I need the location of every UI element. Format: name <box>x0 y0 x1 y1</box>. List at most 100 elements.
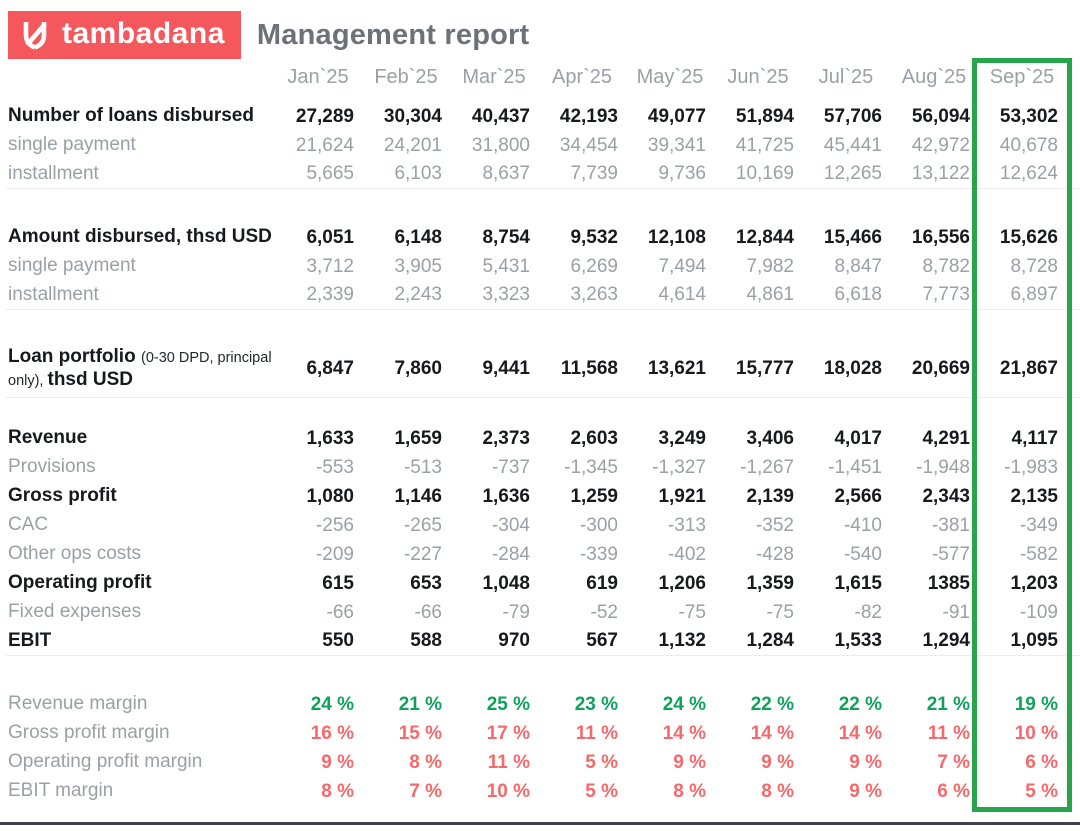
cell-value: 16,556 <box>911 226 970 248</box>
cell-value: 6,051 <box>306 226 354 248</box>
cell-value: 42,972 <box>911 134 970 156</box>
cell-value: 1,048 <box>482 572 530 594</box>
month-header-row: Jan`25 Feb`25 Mar`25 Apr`25 May`25 Jun`25 Jul`… <box>6 62 1080 92</box>
section-2: Loan portfolio (0-30 DPD, principal only… <box>6 340 1080 398</box>
cell-value: 7,773 <box>922 284 970 305</box>
cell-value: 15 % <box>398 722 442 744</box>
cell-value: 3,712 <box>306 255 354 277</box>
cell-value: 40,437 <box>471 105 530 127</box>
cell-value: 9,736 <box>658 163 706 184</box>
cell-value: -737 <box>491 456 530 478</box>
cell-value: 5 % <box>585 751 618 773</box>
cell-value: 7,739 <box>570 163 618 184</box>
cell-value: 21,624 <box>295 134 354 156</box>
cell-value: 15,626 <box>999 226 1058 248</box>
month-header-jan25: Jan`25 <box>287 65 349 88</box>
cell-value: -577 <box>931 543 970 565</box>
cell-value: 56,094 <box>911 105 970 127</box>
cell-value: -410 <box>843 514 882 536</box>
cell-value: 23 % <box>574 693 618 715</box>
cell-value: -1,345 <box>564 456 618 478</box>
page-header: tambadana Management report <box>0 0 1080 62</box>
cell-value: 3,249 <box>658 427 706 449</box>
cell-value: 6,148 <box>394 226 442 248</box>
cell-value: 14 % <box>838 722 882 744</box>
cell-value: 550 <box>322 630 354 651</box>
cell-value: 8 % <box>761 780 794 802</box>
cell-value: 7,860 <box>394 357 442 379</box>
cell-value: 8 % <box>321 780 354 802</box>
cell-value: 57,706 <box>823 105 882 127</box>
cell-value: -66 <box>326 601 354 623</box>
row-label: Other ops costs <box>8 543 142 565</box>
cell-value: 2,373 <box>482 427 530 449</box>
table-row: EBIT margin 8 % 7 % 10 % 5 % 8 % 8 % 9 % 6 % 5 % <box>6 777 1080 806</box>
cell-value: -109 <box>1019 601 1058 623</box>
cell-value: 2,603 <box>570 427 618 449</box>
cell-value: 27,289 <box>295 105 354 127</box>
cell-value: 1,633 <box>306 427 354 449</box>
cell-value: 9 % <box>673 751 706 773</box>
cell-value: -91 <box>942 601 970 623</box>
cell-value: 5,431 <box>482 255 530 277</box>
cell-value: 1,294 <box>922 630 970 651</box>
cell-value: 15,466 <box>823 226 882 248</box>
cell-value: 12,108 <box>647 226 706 248</box>
cell-value: 21 % <box>398 693 442 715</box>
table-row: EBIT 550 588 970 567 1,132 1,284 1,533 1,294 1,09… <box>6 627 1080 656</box>
cell-value: 8 % <box>409 751 442 773</box>
cell-value: 1,095 <box>1010 630 1058 651</box>
cell-value: 16 % <box>310 722 354 744</box>
cell-value: 567 <box>586 630 618 651</box>
bottom-divider <box>0 822 1080 825</box>
month-header-sep25: Sep`25 <box>989 65 1055 88</box>
cell-value: -304 <box>491 514 530 536</box>
cell-value: 4,291 <box>922 427 970 449</box>
section-4: Revenue margin 24 % 21 % 25 % 23 % 24 % 22 % 22… <box>6 690 1080 806</box>
cell-value: 11 % <box>575 722 618 744</box>
cell-value: 24 % <box>310 693 354 715</box>
table-row: single payment 21,624 24,201 31,800 34,454 39… <box>6 131 1080 160</box>
cell-value: 619 <box>586 572 618 594</box>
cell-value: 8,782 <box>922 255 970 277</box>
month-header-jul25: Jul`25 <box>818 65 874 88</box>
cell-value: 653 <box>410 572 442 594</box>
cell-value: 1,659 <box>394 427 442 449</box>
cell-value: 18,028 <box>823 357 882 379</box>
cell-value: 8,728 <box>1010 255 1058 277</box>
cell-value: -284 <box>491 543 530 565</box>
cell-value: 22 % <box>838 693 882 715</box>
row-label: Operating profit <box>8 572 152 594</box>
table-row: Revenue margin 24 % 21 % 25 % 23 % 24 % 22 % 22… <box>6 690 1080 719</box>
cell-value: -256 <box>315 514 354 536</box>
month-header-apr25: Apr`25 <box>551 65 613 88</box>
cell-value: 9,441 <box>482 357 530 379</box>
cell-value: -227 <box>403 543 442 565</box>
cell-value: -402 <box>667 543 706 565</box>
cell-value: 1,615 <box>834 572 882 594</box>
cell-value: -313 <box>667 514 706 536</box>
cell-value: 10 % <box>1014 722 1058 744</box>
cell-value: 12,265 <box>823 163 882 184</box>
table-row: Amount disbursed, thsd USD 6,051 6,148 8,75… <box>6 223 1080 252</box>
cell-value: 14 % <box>662 722 706 744</box>
table-row: Operating profit margin 9 % 8 % 11 % 5 % 9 % 9… <box>6 748 1080 777</box>
cell-value: -79 <box>502 601 530 623</box>
cell-value: 1,146 <box>394 485 442 507</box>
cell-value: 1,284 <box>746 630 794 651</box>
cell-value: 7,982 <box>746 255 794 277</box>
cell-value: 7,494 <box>658 255 706 277</box>
cell-value: 1,080 <box>306 485 354 507</box>
row-label: installment <box>8 162 99 184</box>
cell-value: 12,844 <box>735 226 794 248</box>
cell-value: 3,263 <box>570 284 618 305</box>
cell-value: 1,132 <box>658 630 706 651</box>
cell-value: 2,243 <box>394 284 442 305</box>
cell-value: -582 <box>1019 543 1058 565</box>
row-label: single payment <box>8 134 136 156</box>
cell-value: 12,624 <box>999 163 1058 184</box>
cell-value: 3,406 <box>746 427 794 449</box>
cell-value: 1,921 <box>658 485 706 507</box>
cell-value: 615 <box>322 572 354 594</box>
cell-value: 6,897 <box>1010 284 1058 305</box>
